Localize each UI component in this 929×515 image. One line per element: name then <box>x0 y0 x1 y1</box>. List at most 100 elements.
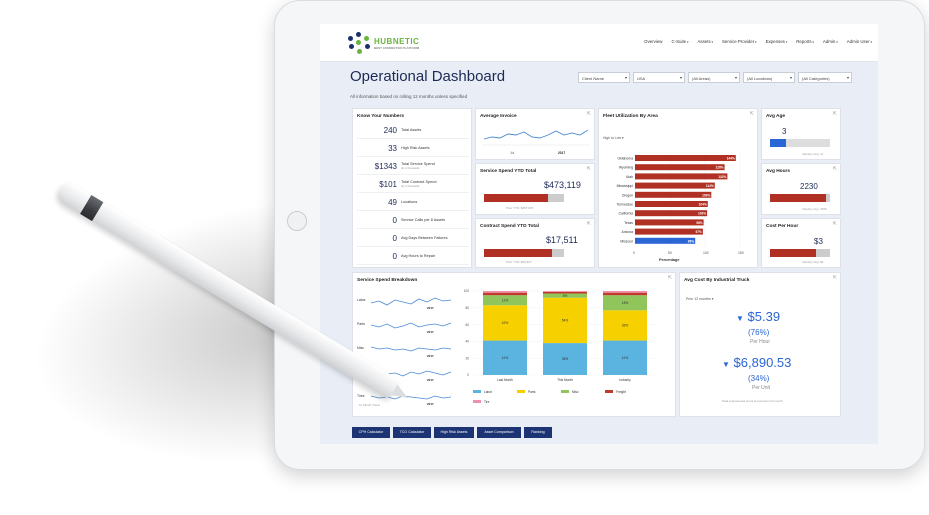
card-title: Service Spend Breakdown <box>357 278 418 283</box>
nav-service-provider[interactable]: Service Provider <box>722 39 757 44</box>
top-bar: HUBNETIC BEST CONNECTED PLATFORM Overview… <box>320 24 878 62</box>
invoice-line <box>483 129 589 140</box>
per-unit-amount: $6,890.53 <box>733 355 792 370</box>
state-label: Wyoming <box>619 166 633 170</box>
nav-c-suite[interactable]: C-Suite <box>671 39 688 44</box>
column-label: This Month <box>557 378 573 382</box>
area-filter[interactable]: (All Areas) <box>688 72 740 83</box>
column-label: Industry <box>619 378 631 382</box>
state-value-label: 104% <box>699 203 707 207</box>
state-bar <box>635 201 708 207</box>
expand-icon[interactable]: ⇱ <box>749 111 754 117</box>
expand-icon[interactable]: ⇱ <box>586 111 591 117</box>
segment-value-label: 36% <box>622 324 629 328</box>
expand-icon[interactable]: ⇱ <box>832 166 837 172</box>
kyn-label: Service Calls per 8 Assets <box>401 218 446 223</box>
nav-overview[interactable]: Overview <box>644 39 663 44</box>
ranking-button[interactable]: Ranking <box>524 427 552 438</box>
state-value-label: 109% <box>702 193 710 197</box>
down-arrow-icon: ▼ <box>736 314 744 323</box>
stack-segment-labor <box>603 340 647 375</box>
avg-age-value: 3 <box>782 127 787 136</box>
segment-value-label: 18% <box>622 301 629 305</box>
down-arrow-icon: ▼ <box>722 360 730 369</box>
card-title: Service Spend YTD Total <box>480 169 537 174</box>
tco-calculator-button[interactable]: TCO Calculator <box>393 427 431 438</box>
state-bar <box>635 173 728 180</box>
kyn-label: Total Service Spend <box>401 162 435 166</box>
expand-icon[interactable]: ⇱ <box>586 221 591 227</box>
card-title: Avg Cost By Industrial Truck <box>684 278 750 283</box>
kyn-value: 49 <box>388 198 397 207</box>
country-filter[interactable]: USA <box>633 72 685 83</box>
state-bar <box>635 219 704 226</box>
legend-label: Freight <box>616 390 626 394</box>
stack-segment-misc <box>483 295 527 306</box>
asset-comparison-button[interactable]: Asset Comparison <box>477 427 521 438</box>
per-hour-amount: $5.39 <box>747 309 781 324</box>
state-label: Texas <box>624 221 633 225</box>
filter-bar: Client Name USA (All Areas) (All Locatio… <box>578 72 852 83</box>
expand-icon[interactable]: ⇱ <box>832 275 837 281</box>
cost-per-hour-value: $3 <box>814 237 823 246</box>
nav-user-menu[interactable]: Admin User <box>847 39 872 44</box>
x-tick-label: 50 <box>668 251 672 255</box>
per-unit-pct: (34%) <box>748 374 770 383</box>
service-spend-bar <box>484 194 548 202</box>
stack-segment-labor <box>543 343 587 375</box>
legend-label: Parts <box>528 390 536 394</box>
period-dropdown-label: Prior 12 months <box>686 297 711 301</box>
state-bar <box>635 210 708 217</box>
sparkline-year: 2017 <box>427 402 434 406</box>
state-bar <box>635 155 736 161</box>
state-bar <box>635 164 725 171</box>
kyn-value: $101 <box>379 180 397 189</box>
state-label: Tennessee <box>617 203 634 207</box>
stack-segment-freight <box>483 292 527 296</box>
expand-icon[interactable]: ⇱ <box>586 166 591 172</box>
x-tick-2017: 2017 <box>558 151 565 155</box>
x-tick-label: 100 <box>703 251 709 255</box>
category-filter[interactable]: (All Categories) <box>798 72 852 83</box>
expand-icon[interactable]: ⇱ <box>667 275 672 281</box>
column-label: Last Month <box>497 378 513 382</box>
location-filter[interactable]: (All Locations) <box>743 72 795 83</box>
sparkline-label: Tires <box>357 394 365 398</box>
nav-assets[interactable]: Assets <box>697 39 713 44</box>
avg-hours-track <box>826 194 830 202</box>
cph-calculator-button[interactable]: CPH Calculator <box>352 427 390 438</box>
stack-segment-tires <box>543 291 587 292</box>
expand-icon[interactable]: ⇱ <box>832 111 837 117</box>
client-filter[interactable]: Client Name <box>578 72 630 83</box>
dashboard-screen: HUBNETIC BEST CONNECTED PLATFORM Overview… <box>320 24 878 444</box>
kyn-value: 33 <box>388 144 397 153</box>
kyn-row: $1343 Total Service Spend (k) in thousands <box>357 159 469 175</box>
card-title: Contract Spend YTD Total <box>480 224 539 229</box>
state-label: Missouri <box>620 239 633 243</box>
home-button[interactable] <box>287 211 307 231</box>
period-dropdown[interactable]: Prior 12 months ▾ <box>686 297 714 301</box>
kyn-row: 33 High Risk Assets <box>357 141 469 157</box>
state-bar <box>635 237 696 244</box>
y-tick-label: 20 <box>465 356 469 360</box>
nav-expenses[interactable]: Expenses <box>766 39 788 44</box>
logo-sub: BEST CONNECTED PLATFORM <box>374 45 420 50</box>
expand-icon[interactable]: ⇱ <box>832 221 837 227</box>
stack-segment-parts <box>483 305 527 341</box>
card-title: Avg Hours <box>766 169 791 174</box>
x-axis-label: Percentage <box>659 258 679 262</box>
nav-admin[interactable]: Admin <box>823 39 838 44</box>
cost-per-hour-card: Cost Per Hour ⇱ $3 Industry Avg: $4 <box>761 218 841 268</box>
nav-reports[interactable]: Reports <box>796 39 814 44</box>
contract-spend-bar <box>484 249 552 257</box>
sparkline-year: 2017 <box>427 330 434 334</box>
sort-dropdown[interactable]: High to Low ▾ <box>603 136 624 140</box>
high-risk-assets-button[interactable]: High Risk Assets <box>434 427 474 438</box>
logo-icon <box>348 32 370 54</box>
logo[interactable]: HUBNETIC BEST CONNECTED PLATFORM <box>348 32 419 54</box>
sparkline-label: Parts <box>357 322 365 326</box>
sort-dropdown-label: High to Low <box>603 136 621 140</box>
per-unit-value: ▼ $6,890.53 <box>722 355 791 370</box>
trend-footnote: by Month Trend <box>359 403 380 407</box>
card-title: Cost Per Hour <box>766 224 799 229</box>
